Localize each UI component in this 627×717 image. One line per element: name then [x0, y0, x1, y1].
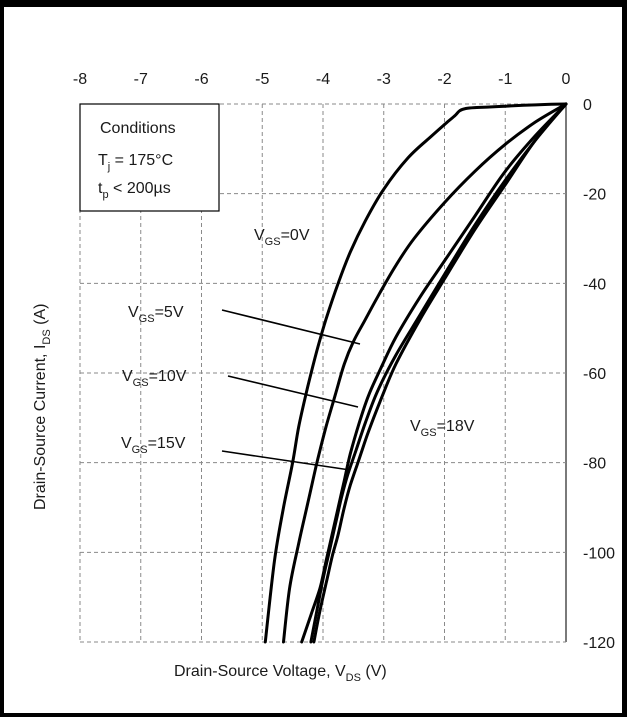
leader-line-vgs15	[221, 450, 351, 471]
leader-line-vgs10	[227, 375, 359, 408]
x-tick-label: -6	[194, 71, 208, 88]
x-tick-label: -5	[255, 71, 269, 88]
conditions-heading: Conditions	[100, 120, 176, 137]
y-tick-label: -120	[583, 635, 615, 652]
series-line-vgs0v	[263, 102, 568, 644]
x-tick-label: -7	[134, 71, 148, 88]
y-tick-labels: 0 -20 -40 -60 -80 -100 -120	[583, 97, 615, 652]
y-axis-label: Drain-Source Current, IDS (A)	[32, 304, 53, 510]
leader-line-vgs5	[221, 309, 361, 345]
y-tick-label: -20	[583, 187, 606, 204]
curves	[263, 102, 568, 644]
series-label-vgs10: VGS=10V	[122, 368, 187, 389]
series-label-vgs15: VGS=15V	[121, 435, 186, 456]
y-tick-label: -80	[583, 456, 606, 473]
y-tick-label: -40	[583, 276, 606, 293]
x-tick-label: -3	[377, 71, 391, 88]
x-tick-label: -2	[437, 71, 451, 88]
series-label-vgs0: VGS=0V	[254, 227, 310, 248]
conditions-tj: Tj = 175°C	[98, 152, 173, 173]
x-tick-label: -8	[73, 71, 87, 88]
series-line-vgs15v	[309, 102, 568, 644]
x-tick-labels: -8 -7 -6 -5 -4 -3 -2 -1 0	[73, 71, 571, 88]
series-line-vgs5v	[282, 102, 568, 644]
conditions-tp: tp < 200µs	[98, 180, 171, 201]
x-axis-label: Drain-Source Voltage, VDS (V)	[174, 663, 387, 684]
x-tick-label: 0	[562, 71, 571, 88]
y-tick-label: -60	[583, 366, 606, 383]
series-line-vgs18v	[312, 102, 568, 644]
y-tick-label: -100	[583, 545, 615, 562]
conditions-box	[79, 103, 220, 212]
y-tick-label: 0	[583, 97, 592, 114]
x-tick-label: -1	[498, 71, 512, 88]
series-label-vgs18: VGS=18V	[410, 418, 475, 439]
series-label-vgs5: VGS=5V	[128, 304, 184, 325]
x-tick-label: -4	[316, 71, 330, 88]
